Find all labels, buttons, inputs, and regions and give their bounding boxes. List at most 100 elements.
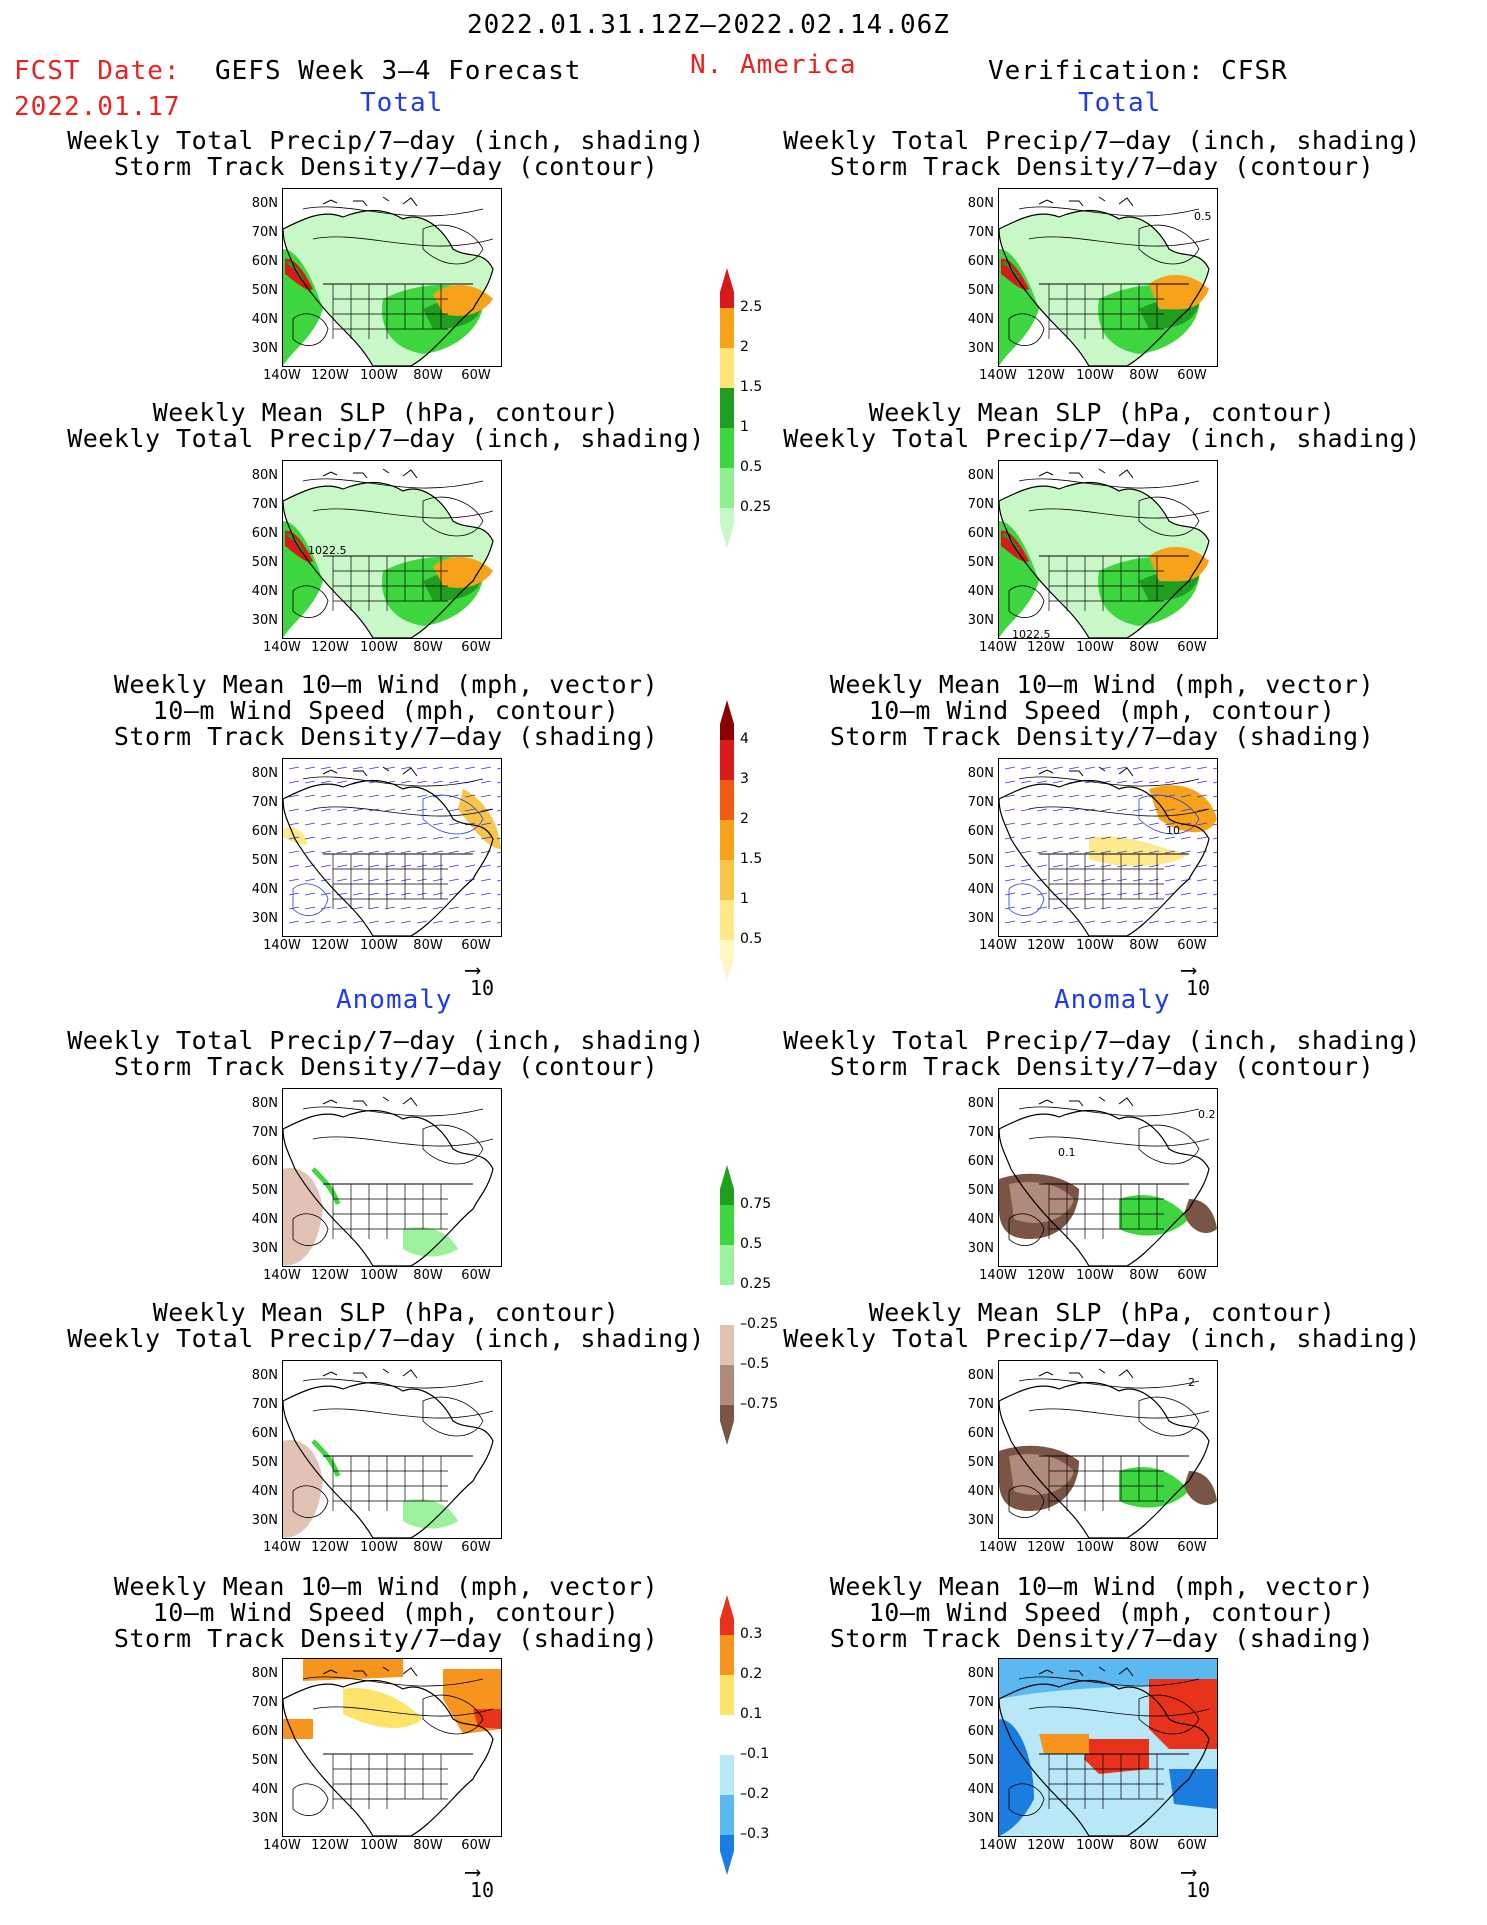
latitude-tick-label: 80N <box>251 1368 278 1383</box>
longitude-tick-label: 140W <box>263 938 301 953</box>
contour-label: 0.1 <box>1058 1146 1076 1159</box>
map-panom-verification <box>998 1088 1218 1267</box>
title-line-1: Weekly Mean 10–m Wind (mph, vector) <box>113 1572 659 1601</box>
title-line-3: Storm Track Density/7–day (shading) <box>113 1624 659 1653</box>
latitude-tick-label: 60N <box>251 1724 278 1739</box>
latitude-tick-label: 30N <box>967 613 994 628</box>
longitude-tick-label: 120W <box>311 368 349 383</box>
title-line-1: Weekly Mean 10–m Wind (mph, vector) <box>829 670 1375 699</box>
longitude-tick-label: 80W <box>413 1838 443 1853</box>
colorbar-label: 0.25 <box>740 1276 772 1292</box>
colorbar-label: 4 <box>740 731 749 747</box>
longitude-tick-label: 60W <box>461 368 491 383</box>
latitude-tick-label: 60N <box>967 1426 994 1441</box>
colorbar-label: 0.5 <box>740 459 763 475</box>
colorbar-label: –0.2 <box>740 1786 770 1802</box>
latitude-tick-label: 70N <box>967 1125 994 1140</box>
map-precip-forecast <box>282 188 502 367</box>
latitude-tick-label: 70N <box>967 795 994 810</box>
latitude-tick-label: 80N <box>251 1666 278 1681</box>
colorbar-segment <box>720 1835 734 1875</box>
latitude-tick-label: 80N <box>967 468 994 483</box>
colorbar-label: 2 <box>740 339 749 355</box>
fcst-date-value: 2022.01.17 <box>14 92 181 122</box>
colorbar-storm-total <box>720 700 734 980</box>
longitude-tick-label: 60W <box>461 1838 491 1853</box>
longitude-tick-label: 120W <box>1027 1838 1065 1853</box>
latitude-tick-label: 40N <box>251 584 278 599</box>
title-line-1: Weekly Mean 10–m Wind (mph, vector) <box>113 670 659 699</box>
latitude-tick-label: 50N <box>967 283 994 298</box>
longitude-tick-label: 80W <box>413 1268 443 1283</box>
longitude-tick-label: 140W <box>979 368 1017 383</box>
latitude-tick-label: 40N <box>251 312 278 327</box>
map-sanom-forecast <box>282 1360 502 1539</box>
latitude-tick-label: 60N <box>251 254 278 269</box>
latitude-tick-label: 60N <box>967 1724 994 1739</box>
latitude-tick-label: 40N <box>967 882 994 897</box>
longitude-tick-label: 60W <box>1177 1838 1207 1853</box>
latitude-tick-label: 70N <box>251 795 278 810</box>
longitude-tick-label: 120W <box>1027 368 1065 383</box>
title-line-1: Weekly Total Precip/7–day (inch, shading… <box>783 1026 1421 1055</box>
title-precip-storm-total-right: Weekly Total Precip/7–day (inch, shading… <box>752 128 1452 180</box>
contour-label: 1022.5 <box>1012 628 1051 641</box>
latitude-tick-label: 70N <box>967 1397 994 1412</box>
colorbar-storm-anomaly <box>720 1595 734 1875</box>
latitude-tick-label: 60N <box>251 1154 278 1169</box>
title-wind-storm-anom-right: Weekly Mean 10–m Wind (mph, vector) 10–m… <box>752 1574 1452 1652</box>
latitude-tick-label: 70N <box>251 1695 278 1710</box>
colorbar-label: 0.5 <box>740 931 763 947</box>
latitude-tick-label: 40N <box>967 584 994 599</box>
contour-label: 2 <box>1188 1376 1195 1389</box>
title-line-2: Storm Track Density/7–day (contour) <box>113 1052 659 1081</box>
longitude-tick-label: 60W <box>1177 938 1207 953</box>
title-wind-storm-anom-left: Weekly Mean 10–m Wind (mph, vector) 10–m… <box>36 1574 736 1652</box>
latitude-tick-label: 50N <box>251 1183 278 1198</box>
period-title: 2022.01.31.12Z–2022.02.14.06Z <box>467 10 950 40</box>
latitude-tick-label: 60N <box>251 1426 278 1441</box>
title-line-3: Storm Track Density/7–day (shading) <box>829 1624 1375 1653</box>
map-slp-forecast <box>282 460 502 639</box>
latitude-tick-label: 40N <box>967 1782 994 1797</box>
longitude-tick-label: 140W <box>263 1838 301 1853</box>
latitude-tick-label: 60N <box>251 526 278 541</box>
colorbar-label: 1 <box>740 891 749 907</box>
longitude-tick-label: 60W <box>1177 640 1207 655</box>
latitude-tick-label: 50N <box>251 1455 278 1470</box>
latitude-tick-label: 50N <box>967 1183 994 1198</box>
title-precip-storm-anom-right: Weekly Total Precip/7–day (inch, shading… <box>752 1028 1452 1080</box>
title-line-1: Weekly Mean SLP (hPa, contour) <box>152 1298 620 1327</box>
colorbar-segment <box>720 508 734 548</box>
longitude-tick-label: 60W <box>1177 368 1207 383</box>
longitude-tick-label: 120W <box>311 640 349 655</box>
latitude-tick-label: 50N <box>967 1753 994 1768</box>
longitude-tick-label: 100W <box>360 1540 398 1555</box>
vector-arrow-icon: ⟶ <box>466 958 480 983</box>
latitude-tick-label: 70N <box>251 497 278 512</box>
longitude-tick-label: 80W <box>413 368 443 383</box>
vector-scale-label: 10 <box>470 976 495 1000</box>
longitude-tick-label: 120W <box>1027 640 1065 655</box>
vector-scale-label: 10 <box>1186 976 1211 1000</box>
latitude-tick-label: 40N <box>251 882 278 897</box>
title-precip-storm-anom-left: Weekly Total Precip/7–day (inch, shading… <box>36 1028 736 1080</box>
latitude-tick-label: 30N <box>251 1241 278 1256</box>
colorbar-segment <box>720 1715 734 1755</box>
colorbar-segment <box>720 820 734 860</box>
longitude-tick-label: 100W <box>360 640 398 655</box>
longitude-tick-label: 120W <box>311 1838 349 1853</box>
latitude-tick-label: 80N <box>967 1096 994 1111</box>
longitude-tick-label: 80W <box>1129 368 1159 383</box>
longitude-tick-label: 60W <box>461 1268 491 1283</box>
latitude-tick-label: 30N <box>967 1811 994 1826</box>
latitude-tick-label: 80N <box>967 1666 994 1681</box>
longitude-tick-label: 140W <box>263 1268 301 1283</box>
longitude-tick-label: 140W <box>263 368 301 383</box>
longitude-tick-label: 140W <box>979 938 1017 953</box>
longitude-tick-label: 80W <box>1129 1540 1159 1555</box>
latitude-tick-label: 60N <box>967 526 994 541</box>
colorbar-label: 0.25 <box>740 499 772 515</box>
longitude-tick-label: 120W <box>1027 938 1065 953</box>
title-line-1: Weekly Total Precip/7–day (inch, shading… <box>67 1026 705 1055</box>
